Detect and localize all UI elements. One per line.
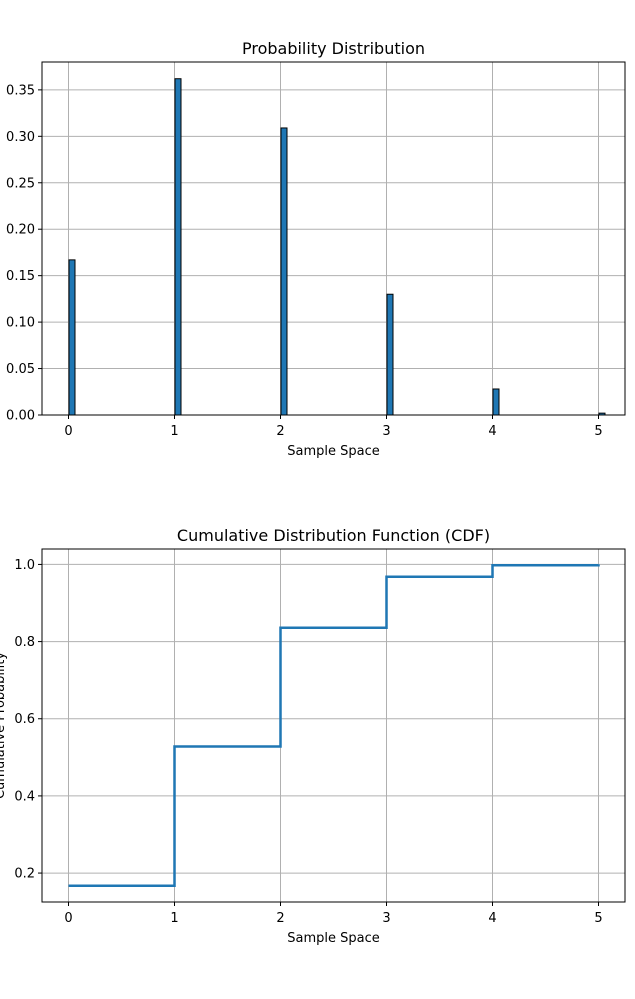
bar (386, 293, 394, 416)
y-tick-label: 0.4 (14, 789, 35, 804)
y-tick-label: 0.6 (14, 712, 35, 727)
x-tick-label: 4 (488, 424, 496, 439)
cdf-step-line (68, 563, 600, 888)
bar (280, 127, 288, 416)
y-tick-label: 0.20 (6, 223, 35, 238)
x-tick-label: 2 (276, 911, 284, 926)
x-tick-label: 3 (382, 424, 390, 439)
bars (68, 78, 606, 416)
x-tick-label: 0 (64, 424, 72, 439)
axis-ticks: 0 1 2 3 4 5 0.00 0.05 0.10 0.15 0.20 0.25 0.30 0.35 (6, 83, 603, 439)
y-tick-label: 0.10 (6, 316, 35, 331)
x-tick-label: 2 (276, 424, 284, 439)
y-tick-label: 0.05 (6, 362, 35, 377)
y-tick-label: 0.8 (14, 635, 35, 650)
y-axis-label: Cumulative Probability (0, 652, 8, 799)
axis-ticks: 0 1 2 3 4 5 0.2 0.4 0.6 0.8 1.0 (14, 558, 602, 926)
grid (42, 549, 625, 902)
x-tick-label: 3 (382, 911, 390, 926)
grid (42, 62, 625, 416)
x-axis-label: Sample Space (287, 931, 380, 946)
cdf-series (68, 563, 600, 888)
y-tick-label: 0.2 (14, 867, 35, 882)
probability-distribution-chart: Probability Distribution 0 1 2 3 4 50.000.050… (6, 39, 626, 459)
x-tick-label: 4 (488, 911, 496, 926)
y-tick-label: 0.35 (6, 83, 35, 98)
plot-frame (41, 548, 626, 903)
y-tick-label: 0.25 (6, 176, 35, 191)
y-tick-label: 0.15 (6, 269, 35, 284)
bar (68, 259, 76, 416)
x-tick-label: 5 (594, 911, 602, 926)
plot-frame (41, 61, 626, 416)
x-tick-label: 1 (170, 424, 178, 439)
chart-title: Cumulative Distribution Function (CDF) (177, 526, 490, 545)
cdf-chart: Cumulative Distribution Function (CDF) 0… (0, 526, 626, 946)
x-axis-label: Sample Space (287, 444, 380, 459)
y-tick-label: 1.0 (14, 558, 35, 573)
x-tick-label: 1 (170, 911, 178, 926)
y-tick-label: 0.30 (6, 130, 35, 145)
chart-title: Probability Distribution (242, 39, 425, 58)
bar (492, 388, 500, 416)
x-tick-label: 5 (594, 424, 602, 439)
x-tick-label: 0 (64, 911, 72, 926)
y-tick-label: 0.00 (6, 409, 35, 424)
bar (174, 78, 182, 416)
